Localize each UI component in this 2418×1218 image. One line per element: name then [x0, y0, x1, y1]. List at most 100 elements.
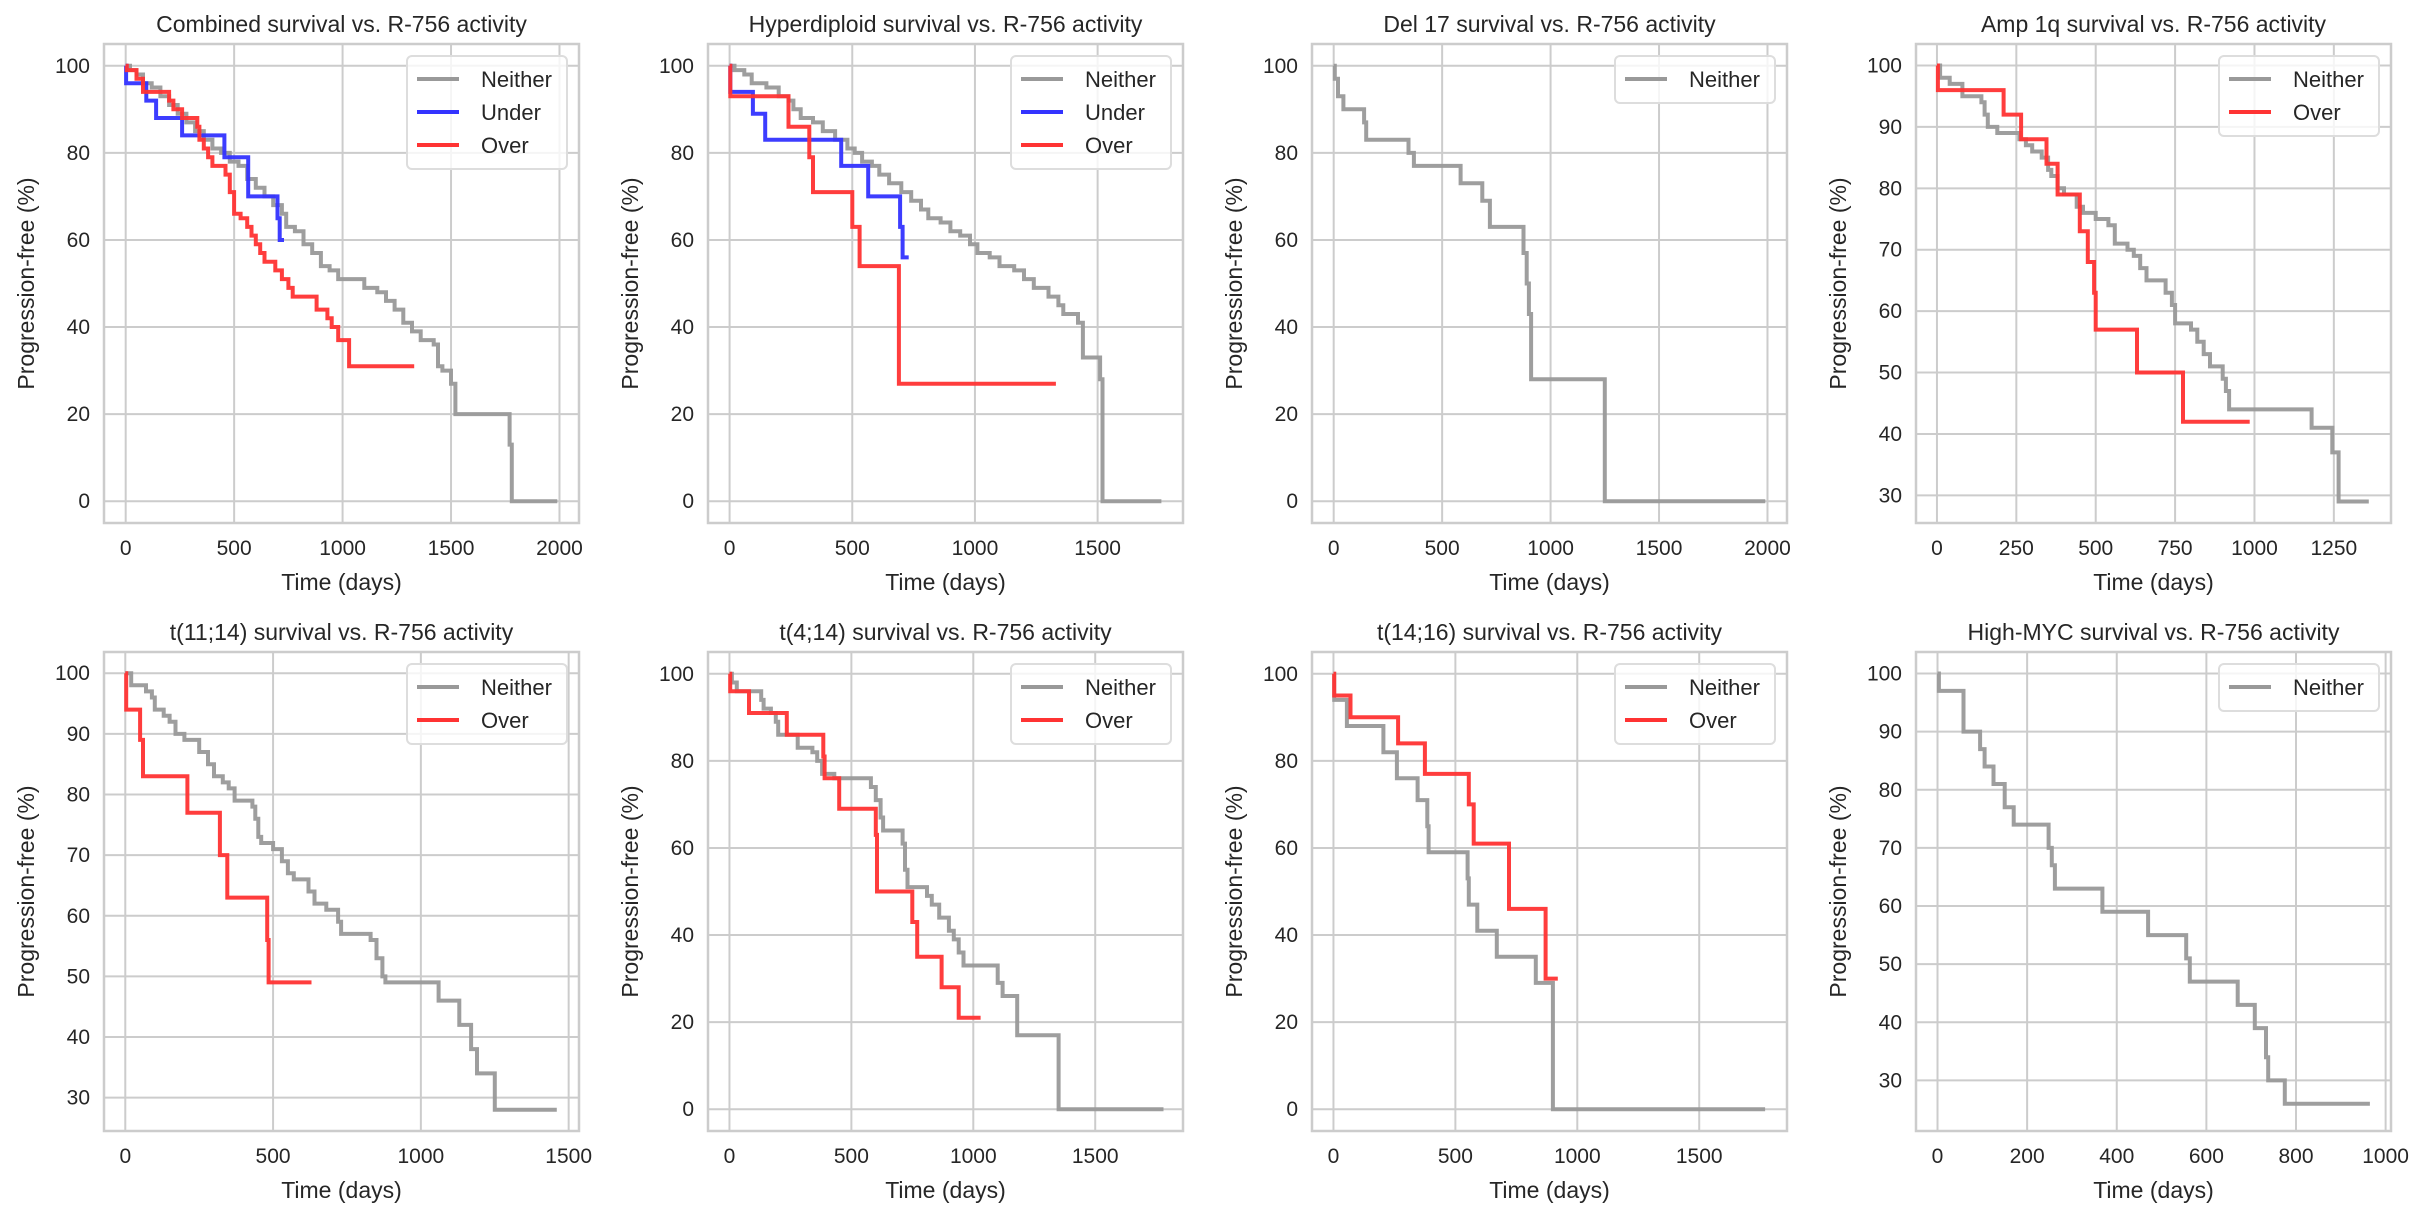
y-tick-label: 20 — [671, 403, 694, 426]
legend-label-neither: Neither — [2293, 67, 2364, 92]
x-tick-label: 0 — [1328, 1145, 1340, 1168]
chart-title: Hyperdiploid survival vs. R-756 activity — [749, 11, 1143, 37]
y-tick-label: 100 — [55, 662, 90, 685]
x-axis-label: Time (days) — [885, 569, 1006, 595]
y-tick-label: 90 — [1879, 116, 1902, 139]
x-tick-label: 800 — [2278, 1145, 2313, 1168]
y-tick-label: 100 — [659, 55, 694, 78]
legend: Neither Over — [2218, 55, 2380, 137]
legend: Neither Under Over — [1010, 55, 1172, 170]
x-tick-label: 750 — [2158, 537, 2193, 560]
panel-t14-16: t(14;16) survival vs. R-756 activity 0 500… — [1208, 608, 1812, 1217]
y-axis-label: Progression-free (%) — [617, 785, 643, 997]
legend: Neither Over — [1010, 663, 1172, 745]
y-tick-label: 60 — [671, 837, 694, 860]
legend-box — [1010, 55, 1172, 170]
legend-label-over: Over — [1085, 133, 1133, 158]
chart-amp1q: Amp 1q survival vs. R-756 activity 0 250 50… — [1825, 11, 2393, 595]
x-tick-label: 1500 — [1676, 1145, 1723, 1168]
series-line-neither — [1332, 671, 1766, 1112]
chart-title: t(4;14) survival vs. R-756 activity — [779, 619, 1112, 645]
legend: Neither Over — [406, 663, 568, 745]
x-tick-label: 500 — [217, 537, 252, 560]
chart-combined: Combined survival vs. R-756 activity 0 500… — [13, 11, 583, 595]
x-tick-label: 500 — [834, 1145, 869, 1168]
series-line-neither — [125, 63, 558, 504]
y-axis-label: Progression-free (%) — [13, 785, 39, 997]
y-tick-label: 100 — [659, 663, 694, 686]
legend-box — [406, 663, 568, 745]
legend: Neither — [2218, 663, 2380, 712]
y-axis-label: Progression-free (%) — [13, 177, 39, 389]
y-tick-label: 40 — [67, 316, 90, 339]
x-tick-label: 0 — [1932, 1145, 1944, 1168]
chart-t11-14: t(11;14) survival vs. R-756 activity 0 500… — [13, 619, 592, 1203]
y-tick-label: 80 — [671, 142, 694, 165]
y-tick-label: 20 — [67, 403, 90, 426]
legend-box — [2218, 55, 2380, 137]
legend-label-over: Over — [481, 133, 529, 158]
x-tick-label: 500 — [256, 1145, 291, 1168]
chart-title: High-MYC survival vs. R-756 activity — [1968, 619, 2340, 645]
panel-amp1q: Amp 1q survival vs. R-756 activity 0 250 50… — [1812, 0, 2416, 609]
y-tick-label: 0 — [1286, 490, 1298, 513]
chart-title: Del 17 survival vs. R-756 activity — [1383, 11, 1716, 37]
y-tick-label: 0 — [682, 490, 694, 513]
panel-del17: Del 17 survival vs. R-756 activity 0 500 10… — [1208, 0, 1812, 609]
legend-label-over: Over — [481, 708, 529, 733]
chart-title: t(14;16) survival vs. R-756 activity — [1377, 619, 1723, 645]
y-tick-label: 30 — [67, 1087, 90, 1110]
x-tick-label: 500 — [1438, 1145, 1473, 1168]
y-tick-label: 30 — [1879, 1069, 1902, 1092]
x-tick-label: 500 — [2078, 537, 2113, 560]
chart-hyperdiploid: Hyperdiploid survival vs. R-756 activity… — [617, 11, 1185, 595]
x-tick-label: 1500 — [1074, 537, 1121, 560]
y-tick-label: 40 — [1275, 924, 1298, 947]
y-tick-label: 90 — [67, 723, 90, 746]
y-tick-label: 20 — [1275, 1011, 1298, 1034]
x-tick-label: 1000 — [398, 1145, 445, 1168]
series-line-under — [728, 63, 909, 260]
x-tick-label: 500 — [835, 537, 870, 560]
y-tick-label: 50 — [1879, 953, 1902, 976]
chart-t4-14: t(4;14) survival vs. R-756 activity 0 500 1… — [617, 619, 1185, 1203]
series-line-over — [1332, 671, 1558, 981]
y-tick-label: 70 — [67, 844, 90, 867]
series-line-neither — [1937, 63, 2369, 504]
y-tick-label: 80 — [67, 142, 90, 165]
legend-label-neither: Neither — [1689, 675, 1760, 700]
y-tick-label: 20 — [671, 1011, 694, 1034]
x-tick-label: 1000 — [2231, 537, 2278, 560]
y-tick-label: 70 — [1879, 837, 1902, 860]
y-tick-label: 40 — [671, 316, 694, 339]
y-tick-label: 70 — [1879, 239, 1902, 262]
x-axis-label: Time (days) — [1489, 1177, 1610, 1203]
x-tick-label: 1250 — [2310, 537, 2357, 560]
x-tick-label: 500 — [1425, 537, 1460, 560]
x-axis-label: Time (days) — [1489, 569, 1610, 595]
series-line-over — [1935, 63, 2250, 424]
x-axis-label: Time (days) — [2093, 1177, 2214, 1203]
y-tick-label: 50 — [67, 965, 90, 988]
legend-box — [406, 55, 568, 170]
series-line-over — [124, 671, 312, 985]
x-tick-label: 200 — [2010, 1145, 2045, 1168]
panel-hyperdiploid: Hyperdiploid survival vs. R-756 activity… — [604, 0, 1208, 609]
panel-high-myc: High-MYC survival vs. R-756 activity 0 200… — [1812, 608, 2416, 1217]
y-tick-label: 0 — [682, 1098, 694, 1121]
y-tick-label: 60 — [1879, 300, 1902, 323]
y-axis-label: Progression-free (%) — [1825, 177, 1851, 389]
y-axis-label: Progression-free (%) — [1221, 785, 1247, 997]
y-axis-label: Progression-free (%) — [617, 177, 643, 389]
legend-label-under: Under — [1085, 100, 1145, 125]
chart-del17: Del 17 survival vs. R-756 activity 0 500 10… — [1221, 11, 1791, 595]
x-tick-label: 0 — [1328, 537, 1340, 560]
axes-frame — [1914, 650, 2393, 1133]
axes-frame — [1310, 42, 1789, 525]
y-tick-label: 80 — [1275, 750, 1298, 773]
y-tick-label: 80 — [671, 750, 694, 773]
x-axis-label: Time (days) — [281, 569, 402, 595]
series-line-neither — [125, 671, 557, 1112]
y-tick-label: 100 — [1263, 663, 1298, 686]
